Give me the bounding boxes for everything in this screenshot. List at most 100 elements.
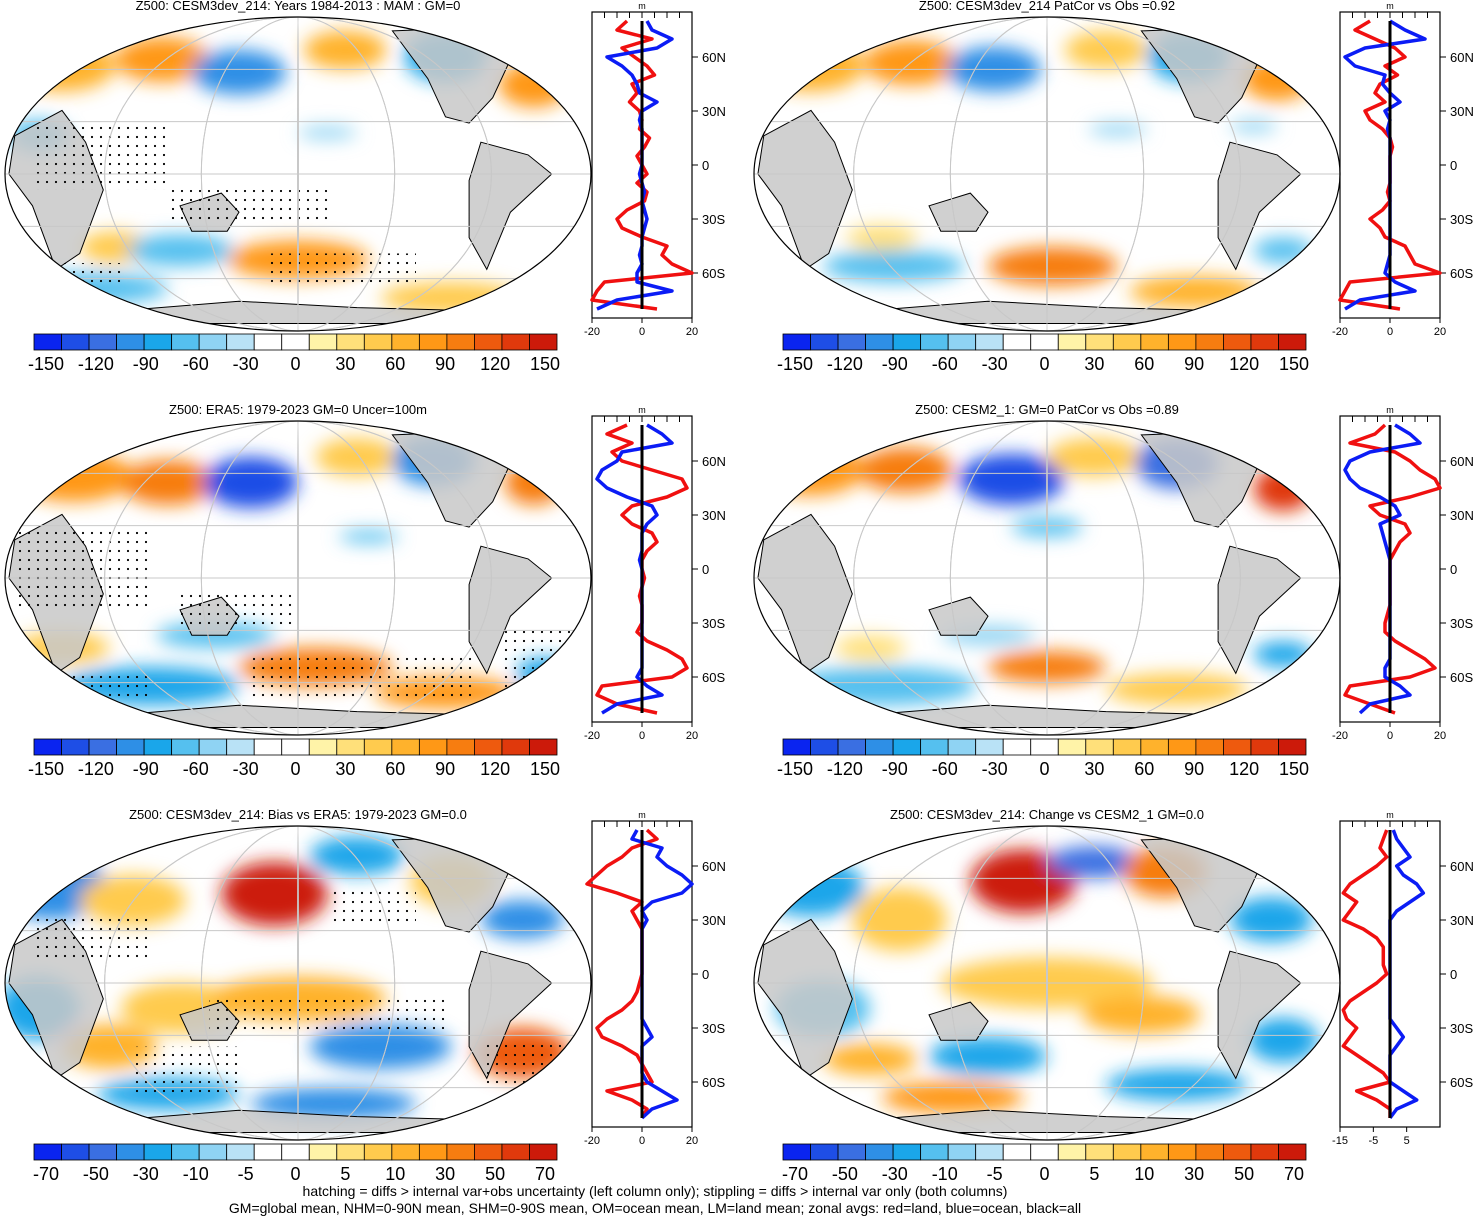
colorbar-tick-label: 0 bbox=[290, 1164, 300, 1184]
colorbar-swatch bbox=[61, 738, 90, 756]
colorbar-tick-label: 70 bbox=[535, 1164, 555, 1184]
colorbar-tick-label: -150 bbox=[28, 759, 64, 779]
colorbar-swatch bbox=[947, 1143, 977, 1161]
series-line-land bbox=[585, 828, 659, 1119]
anomaly-blob bbox=[988, 247, 1118, 286]
colorbar-swatch bbox=[61, 333, 90, 351]
x-tick-label: -20 bbox=[584, 730, 600, 742]
longitude-line bbox=[104, 17, 492, 331]
colorbar-swatch bbox=[88, 1143, 117, 1161]
longitude-line bbox=[297, 421, 299, 735]
x-tick-label: -20 bbox=[1332, 326, 1348, 338]
panel-p4: Z500: CESM2_1: GM=0 PatCor vs Obs =0.89 -… bbox=[753, 402, 1474, 779]
colorbar-tick-label: -30 bbox=[882, 1164, 908, 1184]
anomaly-blob bbox=[881, 1081, 1024, 1114]
colorbar-swatch bbox=[1030, 1143, 1059, 1161]
longitude-line bbox=[853, 17, 1241, 331]
colorbar-tick-label: 120 bbox=[480, 759, 510, 779]
panel-p2: Z500: CESM3dev_214 PatCor vs Obs =0.92 -1… bbox=[753, 0, 1474, 374]
panel-p5: Z500: CESM3dev_214: Bias vs ERA5: 1979-2… bbox=[4, 807, 726, 1184]
colorbar-swatch bbox=[1250, 738, 1279, 756]
colorbar-tick-label: 60 bbox=[385, 354, 405, 374]
colorbar-tick-label: -50 bbox=[832, 1164, 858, 1184]
colorbar-tick-label: 150 bbox=[1279, 759, 1309, 779]
lat-tick-label: 60N bbox=[1450, 50, 1474, 65]
colorbar-tick-label: -90 bbox=[882, 759, 908, 779]
colorbar-swatch bbox=[143, 1143, 173, 1161]
lat-tick-label: 30S bbox=[1450, 212, 1473, 227]
lat-tick-label: 0 bbox=[1450, 967, 1457, 982]
colorbar-swatch bbox=[391, 738, 420, 756]
colorbar-tick-label: -70 bbox=[33, 1164, 59, 1184]
x-tick-label: 20 bbox=[686, 730, 698, 742]
colorbar-swatch bbox=[837, 738, 866, 756]
colorbar-tick-label: 0 bbox=[1039, 1164, 1049, 1184]
graticule bbox=[754, 17, 1340, 331]
land-mass bbox=[1269, 30, 1308, 61]
panel-p6: Z500: CESM3dev_214: Change vs CESM2_1 GM… bbox=[753, 807, 1474, 1184]
colorbar-swatch bbox=[501, 738, 530, 756]
land-mass bbox=[520, 434, 559, 465]
colorbar-tick-label: -90 bbox=[133, 759, 159, 779]
stippling bbox=[50, 673, 151, 699]
graticule bbox=[5, 421, 591, 735]
colorbar-swatch bbox=[1167, 738, 1197, 756]
lat-tick-label: 60S bbox=[702, 1075, 725, 1090]
lat-tick-label: 60N bbox=[1450, 859, 1474, 874]
lat-tick-label: 60S bbox=[702, 670, 725, 685]
unit-label: m bbox=[638, 810, 646, 820]
colorbar-swatch bbox=[810, 333, 839, 351]
colorbar-swatch bbox=[1085, 738, 1114, 756]
colorbar-tick-label: 60 bbox=[1134, 759, 1154, 779]
colorbar-tick-label: 5 bbox=[1089, 1164, 1099, 1184]
anomaly-blob bbox=[822, 250, 965, 283]
lat-tick-label: 60N bbox=[702, 50, 726, 65]
anomaly-blob bbox=[250, 1087, 416, 1120]
panel-title: Z500: CESM2_1: GM=0 PatCor vs Obs =0.89 bbox=[915, 402, 1179, 417]
series-line-ocean bbox=[596, 20, 674, 311]
colorbar-tick-label: 5 bbox=[340, 1164, 350, 1184]
colorbar-swatch bbox=[1223, 1143, 1252, 1161]
stippling bbox=[486, 1040, 564, 1085]
colorbar-swatch bbox=[1223, 333, 1252, 351]
lat-tick-label: 60N bbox=[702, 454, 726, 469]
land-mass bbox=[757, 109, 853, 271]
anomaly-blob bbox=[126, 234, 234, 267]
panel-p3: Z500: ERA5: 1979-2023 GM=0 Uncer=100m -15… bbox=[4, 402, 726, 779]
panel-title: Z500: CESM3dev_214 PatCor vs Obs =0.92 bbox=[919, 0, 1175, 13]
anomaly-blob bbox=[1088, 123, 1148, 136]
map-outline bbox=[4, 420, 592, 736]
colorbar-swatch bbox=[336, 738, 365, 756]
colorbar-tick-label: -30 bbox=[233, 759, 259, 779]
lat-tick-label: 60S bbox=[1450, 670, 1473, 685]
colorbar-swatch bbox=[281, 1143, 310, 1161]
colorbar-tick-label: -30 bbox=[982, 354, 1008, 374]
colorbar-swatch bbox=[1223, 738, 1252, 756]
colorbar-swatch bbox=[308, 738, 338, 756]
lat-tick-label: 0 bbox=[702, 562, 709, 577]
longitude-line bbox=[200, 826, 396, 1140]
colorbar-tick-label: 30 bbox=[335, 354, 355, 374]
colorbar-swatch bbox=[782, 738, 811, 756]
lat-tick-label: 30N bbox=[1450, 104, 1474, 119]
series-line-land bbox=[1341, 829, 1392, 1118]
colorbar-swatch bbox=[501, 333, 530, 351]
land-mass bbox=[928, 1001, 989, 1041]
x-tick-label: 5 bbox=[1404, 1135, 1410, 1147]
colorbar-swatch bbox=[975, 738, 1004, 756]
colorbar-swatch bbox=[1112, 1143, 1142, 1161]
lat-tick-label: 60S bbox=[1450, 266, 1473, 281]
longitude-line bbox=[949, 826, 1145, 1140]
colorbar-swatch bbox=[865, 1143, 894, 1161]
colorbar-swatch bbox=[88, 738, 117, 756]
land-mass bbox=[520, 839, 559, 870]
colorbar-swatch bbox=[529, 1143, 558, 1161]
longitude-line bbox=[853, 421, 1241, 735]
anomaly-blob bbox=[1047, 846, 1142, 879]
anomaly-blob bbox=[1106, 1068, 1248, 1101]
colorbar-swatch bbox=[810, 1143, 839, 1161]
longitude-line bbox=[853, 826, 1241, 1140]
anomaly-blob bbox=[1047, 438, 1142, 477]
colorbar-tick-label: -60 bbox=[932, 759, 958, 779]
lat-tick-label: 30N bbox=[1450, 913, 1474, 928]
